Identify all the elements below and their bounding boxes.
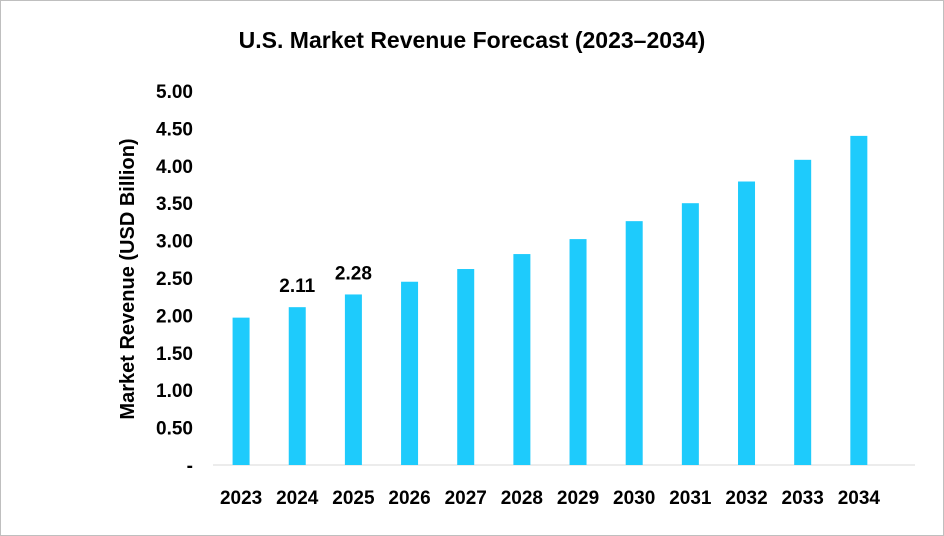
bar [344,294,362,465]
y-tick-label: 3.00 [156,232,193,253]
bar [232,317,250,465]
x-tick-label: 2030 [613,488,655,509]
bars [232,135,868,466]
data-label: 2.28 [335,263,372,284]
x-tick-label: 2034 [838,488,881,509]
x-tick-label: 2031 [669,488,712,509]
x-axis-ticks: 2023 2024 2025 2026 2027 2028 2029 2030 2031 2032… [220,488,880,509]
bar [681,203,699,465]
y-tick-label: 1.00 [156,381,193,402]
y-tick-label: 2.00 [156,306,193,327]
bar [625,221,643,465]
y-tick-label: 4.50 [156,119,193,140]
x-tick-label: 2027 [445,488,487,509]
y-tick-label: 0.50 [156,419,193,440]
bar [513,254,531,465]
bar [794,159,812,466]
bar [850,135,868,465]
x-tick-label: 2032 [725,488,767,509]
x-tick-label: 2033 [782,488,824,509]
x-tick-label: 2025 [332,488,375,509]
data-label: 2.11 [279,276,315,297]
x-tick-label: 2026 [388,488,430,509]
y-tick-label: 1.50 [156,344,193,365]
chart-title: U.S. Market Revenue Forecast (2023–2034) [239,27,706,53]
data-labels: 2.11 2.28 [279,263,372,297]
bar [569,239,587,465]
bar [457,269,475,465]
x-tick-label: 2023 [220,488,262,509]
bar [288,307,306,465]
y-tick-label: 3.50 [156,194,193,215]
x-tick-label: 2024 [276,488,319,509]
y-tick-label: 4.00 [156,157,193,178]
y-tick-label: 5.00 [156,82,193,103]
x-tick-label: 2029 [557,488,599,509]
y-axis-ticks: - 0.50 1.00 1.50 2.00 2.50 3.00 3.50 4.00 4.50 5.0… [156,82,193,477]
bar [738,181,756,465]
bar [401,281,419,465]
y-tick-label: 2.50 [156,269,193,290]
y-axis-label: Market Revenue (USD Billion) [117,138,139,419]
y-tick-label: - [187,456,193,477]
x-tick-label: 2028 [501,488,543,509]
